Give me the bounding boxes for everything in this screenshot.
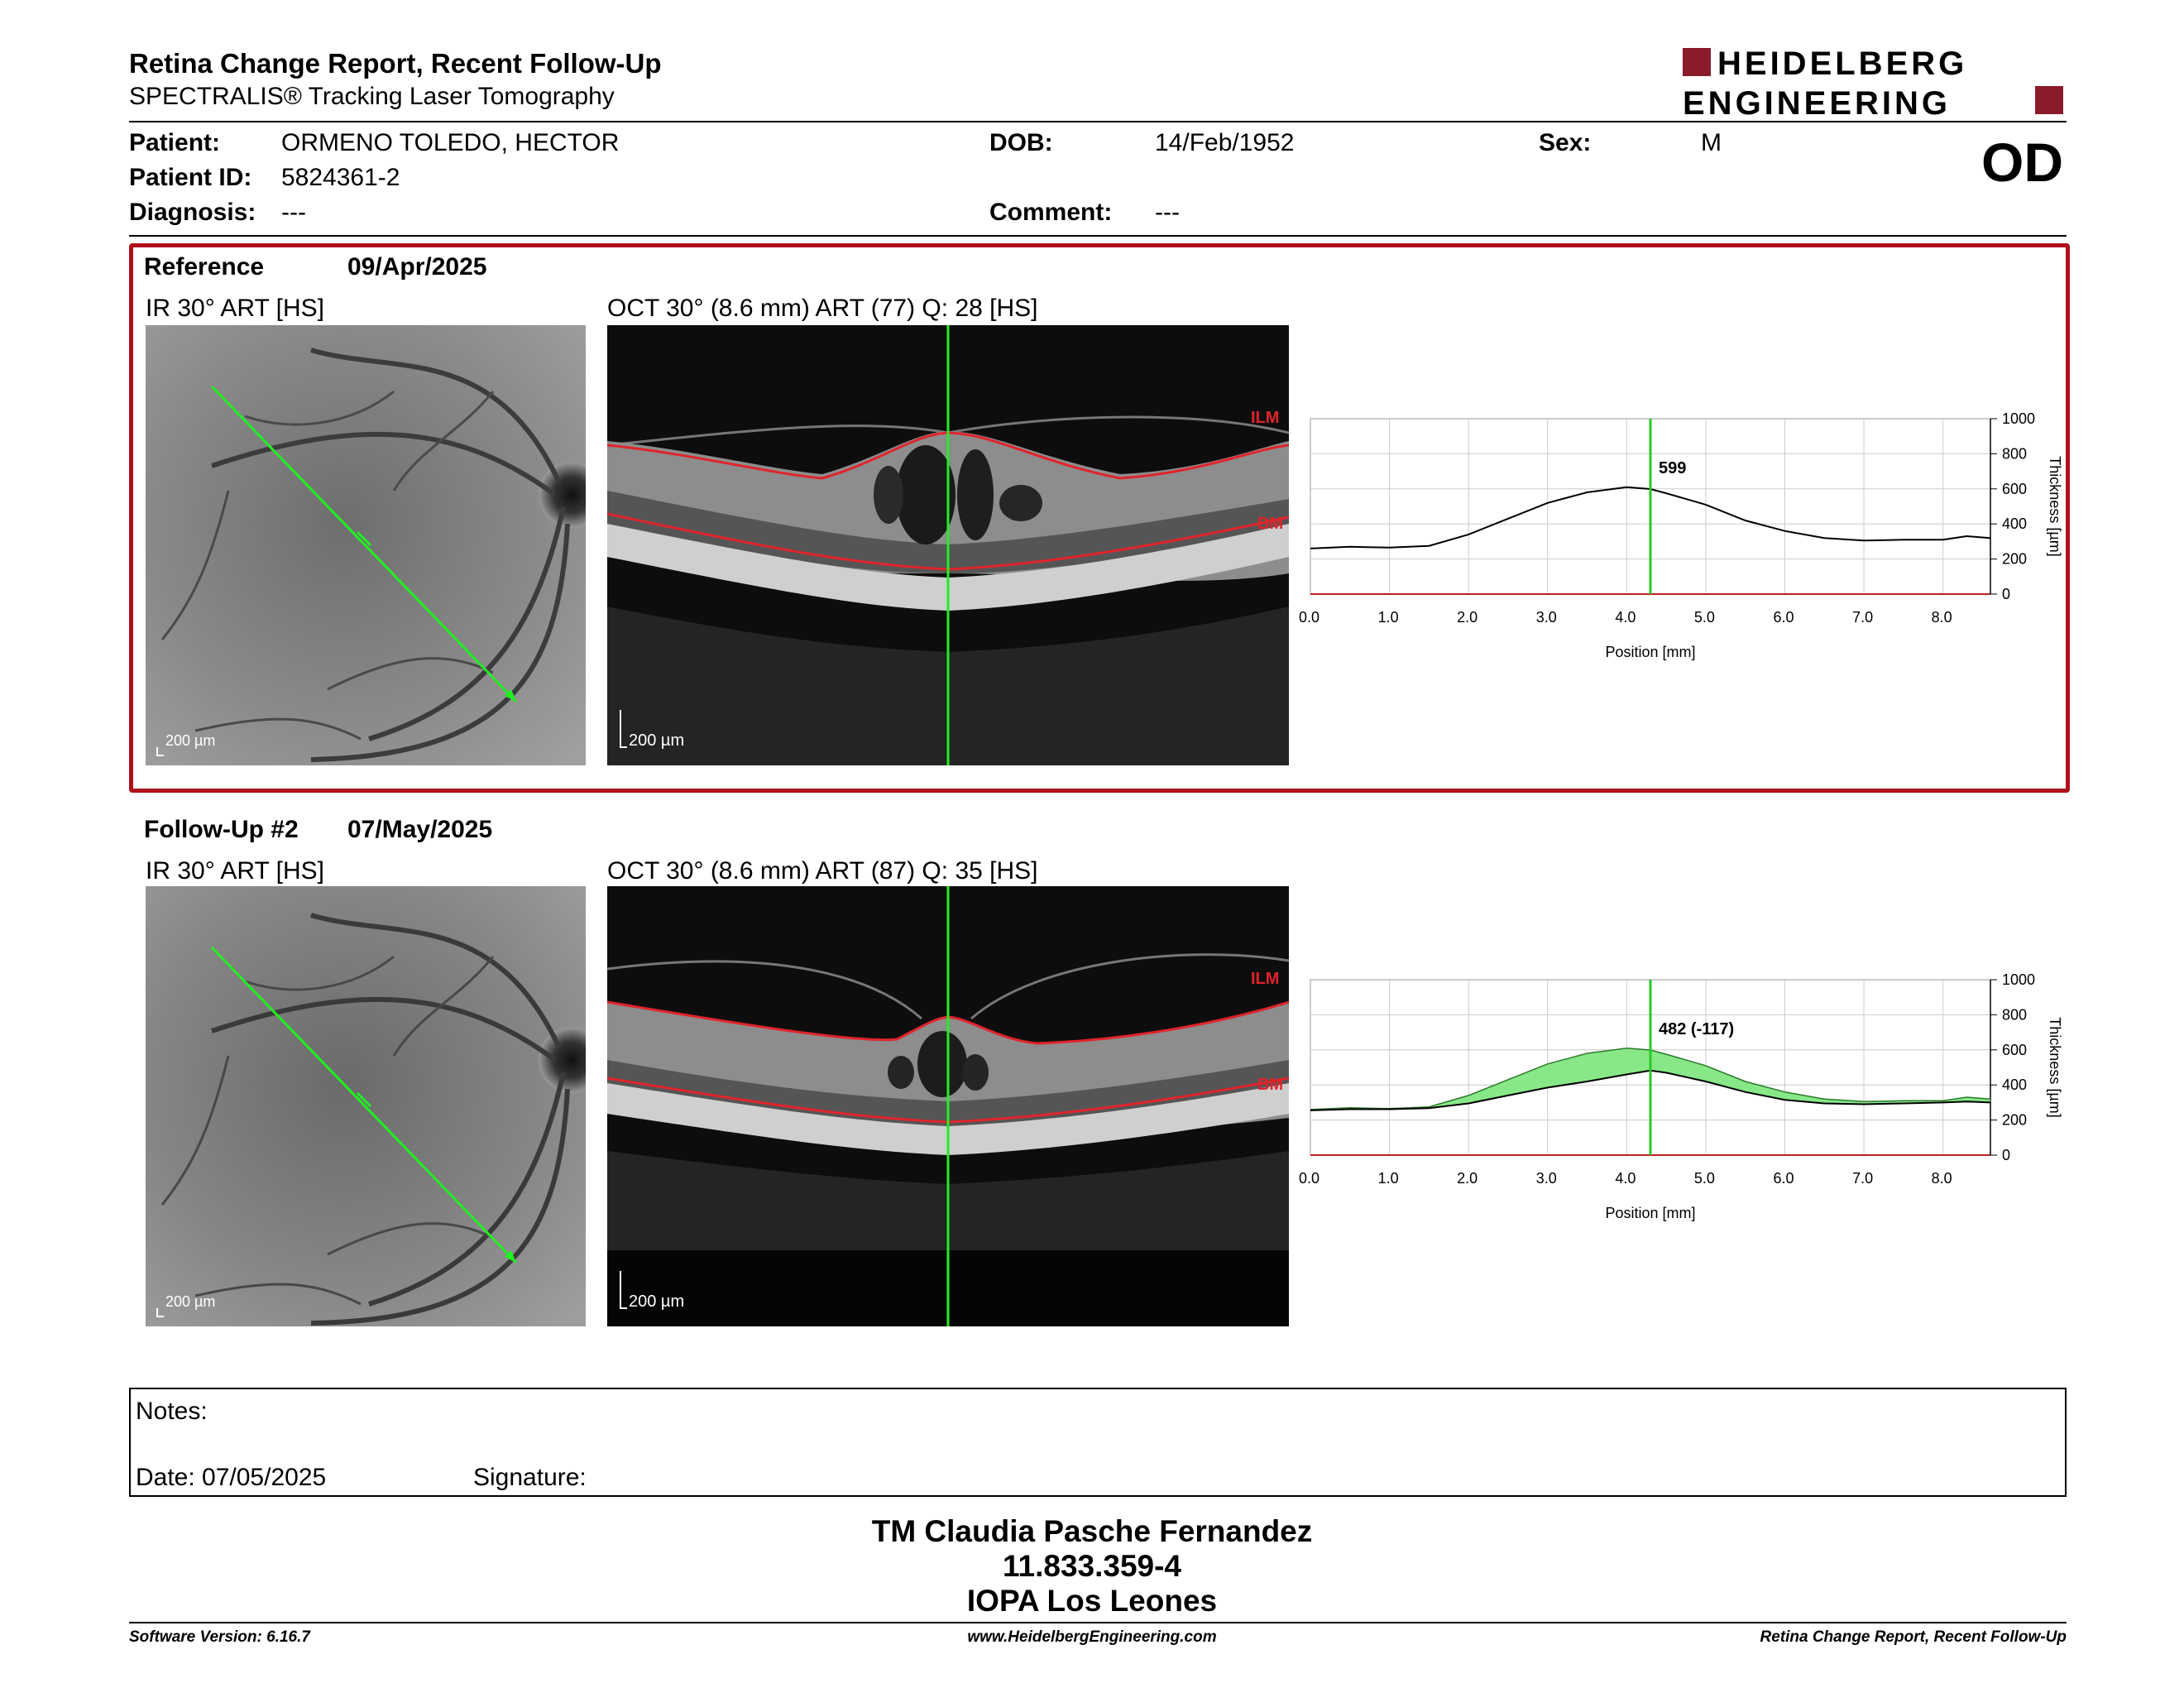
followup-date: 07/May/2025 xyxy=(347,816,493,843)
y-tick-label: 400 xyxy=(2002,1077,2027,1093)
y-tick-label: 0 xyxy=(2002,1147,2010,1163)
x-tick-label: 2.0 xyxy=(1457,1170,1478,1187)
signatory-rut: 11.833.359-4 xyxy=(1002,1549,1182,1583)
diagnosis-label: Diagnosis: xyxy=(129,199,256,226)
dob-label: DOB: xyxy=(989,129,1053,156)
report-subtitle: SPECTRALIS® Tracking Laser Tomography xyxy=(129,83,615,110)
x-tick-label: 2.0 xyxy=(1457,609,1478,626)
notes-box[interactable]: Notes: Date: 07/05/2025 Signature: xyxy=(129,1388,2067,1497)
x-tick-label: 1.0 xyxy=(1378,609,1399,626)
followup-ir-image: 200 µm xyxy=(146,886,586,1326)
x-axis-label: Position [mm] xyxy=(1605,1205,1695,1221)
y-tick-label: 200 xyxy=(2002,1112,2027,1129)
signature-label: Signature: xyxy=(473,1464,587,1491)
thickness-series-line xyxy=(1310,486,1991,549)
y-tick-label: 400 xyxy=(2002,516,2027,532)
reference-bm-label: BM xyxy=(1257,515,1283,533)
followup-ilm-label: ILM xyxy=(1251,970,1279,988)
sex-label: Sex: xyxy=(1539,129,1592,156)
logo-line1: HEIDELBERG xyxy=(1717,46,1967,82)
patient-name: ORMENO TOLEDO, HECTOR xyxy=(281,129,620,156)
followup-ir-scale: 200 µm xyxy=(165,1293,215,1310)
y-tick-label: 800 xyxy=(2002,445,2027,462)
x-tick-label: 8.0 xyxy=(1932,1170,1952,1187)
reference-label: Reference xyxy=(144,253,265,281)
y-tick-label: 200 xyxy=(2002,551,2027,568)
y-axis-label: Thickness [µm] xyxy=(2047,456,2063,556)
x-tick-label: 5.0 xyxy=(1694,1170,1715,1187)
footer-report-name: Retina Change Report, Recent Follow-Up xyxy=(1760,1628,2067,1646)
x-tick-label: 7.0 xyxy=(1852,1170,1873,1187)
followup-label: Follow-Up #2 xyxy=(144,816,299,843)
comment-label: Comment: xyxy=(989,199,1113,226)
y-tick-label: 600 xyxy=(2002,1042,2027,1058)
report-title: Retina Change Report, Recent Follow-Up xyxy=(129,48,662,79)
x-tick-label: 4.0 xyxy=(1615,609,1636,626)
x-tick-label: 4.0 xyxy=(1615,1170,1636,1187)
reference-frame xyxy=(129,243,2070,793)
y-tick-label: 1000 xyxy=(2002,410,2035,427)
y-tick-label: 800 xyxy=(2002,1006,2027,1023)
y-tick-label: 1000 xyxy=(2002,971,2035,988)
followup-oct-caption: OCT 30° (8.6 mm) ART (87) Q: 35 [HS] xyxy=(607,857,1038,885)
reference-oct-caption: OCT 30° (8.6 mm) ART (77) Q: 28 [HS] xyxy=(607,295,1038,322)
heidelberg-logo: HEIDELBERG ENGINEERING xyxy=(1683,43,2063,122)
x-tick-label: 3.0 xyxy=(1536,1170,1557,1187)
cursor-value-label: 599 xyxy=(1659,459,1686,477)
sex-value: M xyxy=(1701,129,1722,156)
followup-oct-image: ILM BM 200 µm xyxy=(607,886,1289,1326)
difference-area xyxy=(1310,1048,1990,1110)
y-axis-label: Thickness [µm] xyxy=(2047,1017,2063,1117)
patient-label: Patient: xyxy=(129,129,221,156)
reference-ir-image: 200 µm xyxy=(146,325,586,765)
y-tick-label: 0 xyxy=(2002,586,2010,602)
x-tick-label: 7.0 xyxy=(1852,609,1873,626)
signatory-name: TM Claudia Pasche Fernandez xyxy=(871,1514,1313,1548)
followup-oct-scale: 200 µm xyxy=(629,1292,684,1311)
reference-oct-scale: 200 µm xyxy=(629,731,684,750)
reference-ir-caption: IR 30° ART [HS] xyxy=(146,295,324,322)
followup-bm-label: BM xyxy=(1257,1076,1283,1094)
reference-thickness-chart: 0 200 400 600 800 1000 0.0 1.0 2.0 3.0 4.0 5.0 6.0 7.… xyxy=(1299,410,2068,683)
reference-ir-scale: 200 µm xyxy=(165,732,215,749)
followup-series-line xyxy=(1310,1069,1991,1111)
reference-series-line xyxy=(1310,1047,1991,1110)
patient-id-label: Patient ID: xyxy=(129,164,252,191)
x-tick-label: 1.0 xyxy=(1378,1170,1399,1187)
followup-thickness-chart: 0 200 400 600 800 1000 0.0 1.0 2.0 3.0 4.0 5.0 6.0 7.… xyxy=(1299,971,2068,1244)
x-tick-label: 0.0 xyxy=(1299,609,1320,626)
notes-date: Date: 07/05/2025 xyxy=(136,1464,327,1491)
reference-oct-image: ILM BM 200 µm xyxy=(607,325,1289,765)
x-tick-label: 5.0 xyxy=(1694,609,1715,626)
patient-id: 5824361-2 xyxy=(281,164,400,191)
y-tick-label: 600 xyxy=(2002,481,2027,497)
signatory-institution: IOPA Los Leones xyxy=(966,1584,1218,1618)
dob-value: 14/Feb/1952 xyxy=(1155,129,1295,156)
x-tick-label: 0.0 xyxy=(1299,1170,1320,1187)
cursor-value-label: 482 (-117) xyxy=(1659,1020,1734,1038)
x-axis-label: Position [mm] xyxy=(1605,644,1695,660)
footer-website[interactable]: www.HeidelbergEngineering.com xyxy=(967,1628,1217,1646)
x-tick-label: 8.0 xyxy=(1932,609,1952,626)
notes-label: Notes: xyxy=(136,1398,208,1425)
reference-date: 09/Apr/2025 xyxy=(347,253,487,281)
x-tick-label: 6.0 xyxy=(1773,1170,1794,1187)
x-tick-label: 3.0 xyxy=(1536,609,1557,626)
eye-indicator: OD xyxy=(1981,132,2063,193)
diagnosis-value: --- xyxy=(281,199,306,226)
comment-value: --- xyxy=(1155,199,1180,226)
reference-ilm-label: ILM xyxy=(1251,409,1279,427)
footer-software-version: Software Version: 6.16.7 xyxy=(129,1628,310,1646)
followup-ir-caption: IR 30° ART [HS] xyxy=(146,857,324,885)
x-tick-label: 6.0 xyxy=(1773,609,1794,626)
logo-line2: ENGINEERING xyxy=(1683,85,1951,119)
